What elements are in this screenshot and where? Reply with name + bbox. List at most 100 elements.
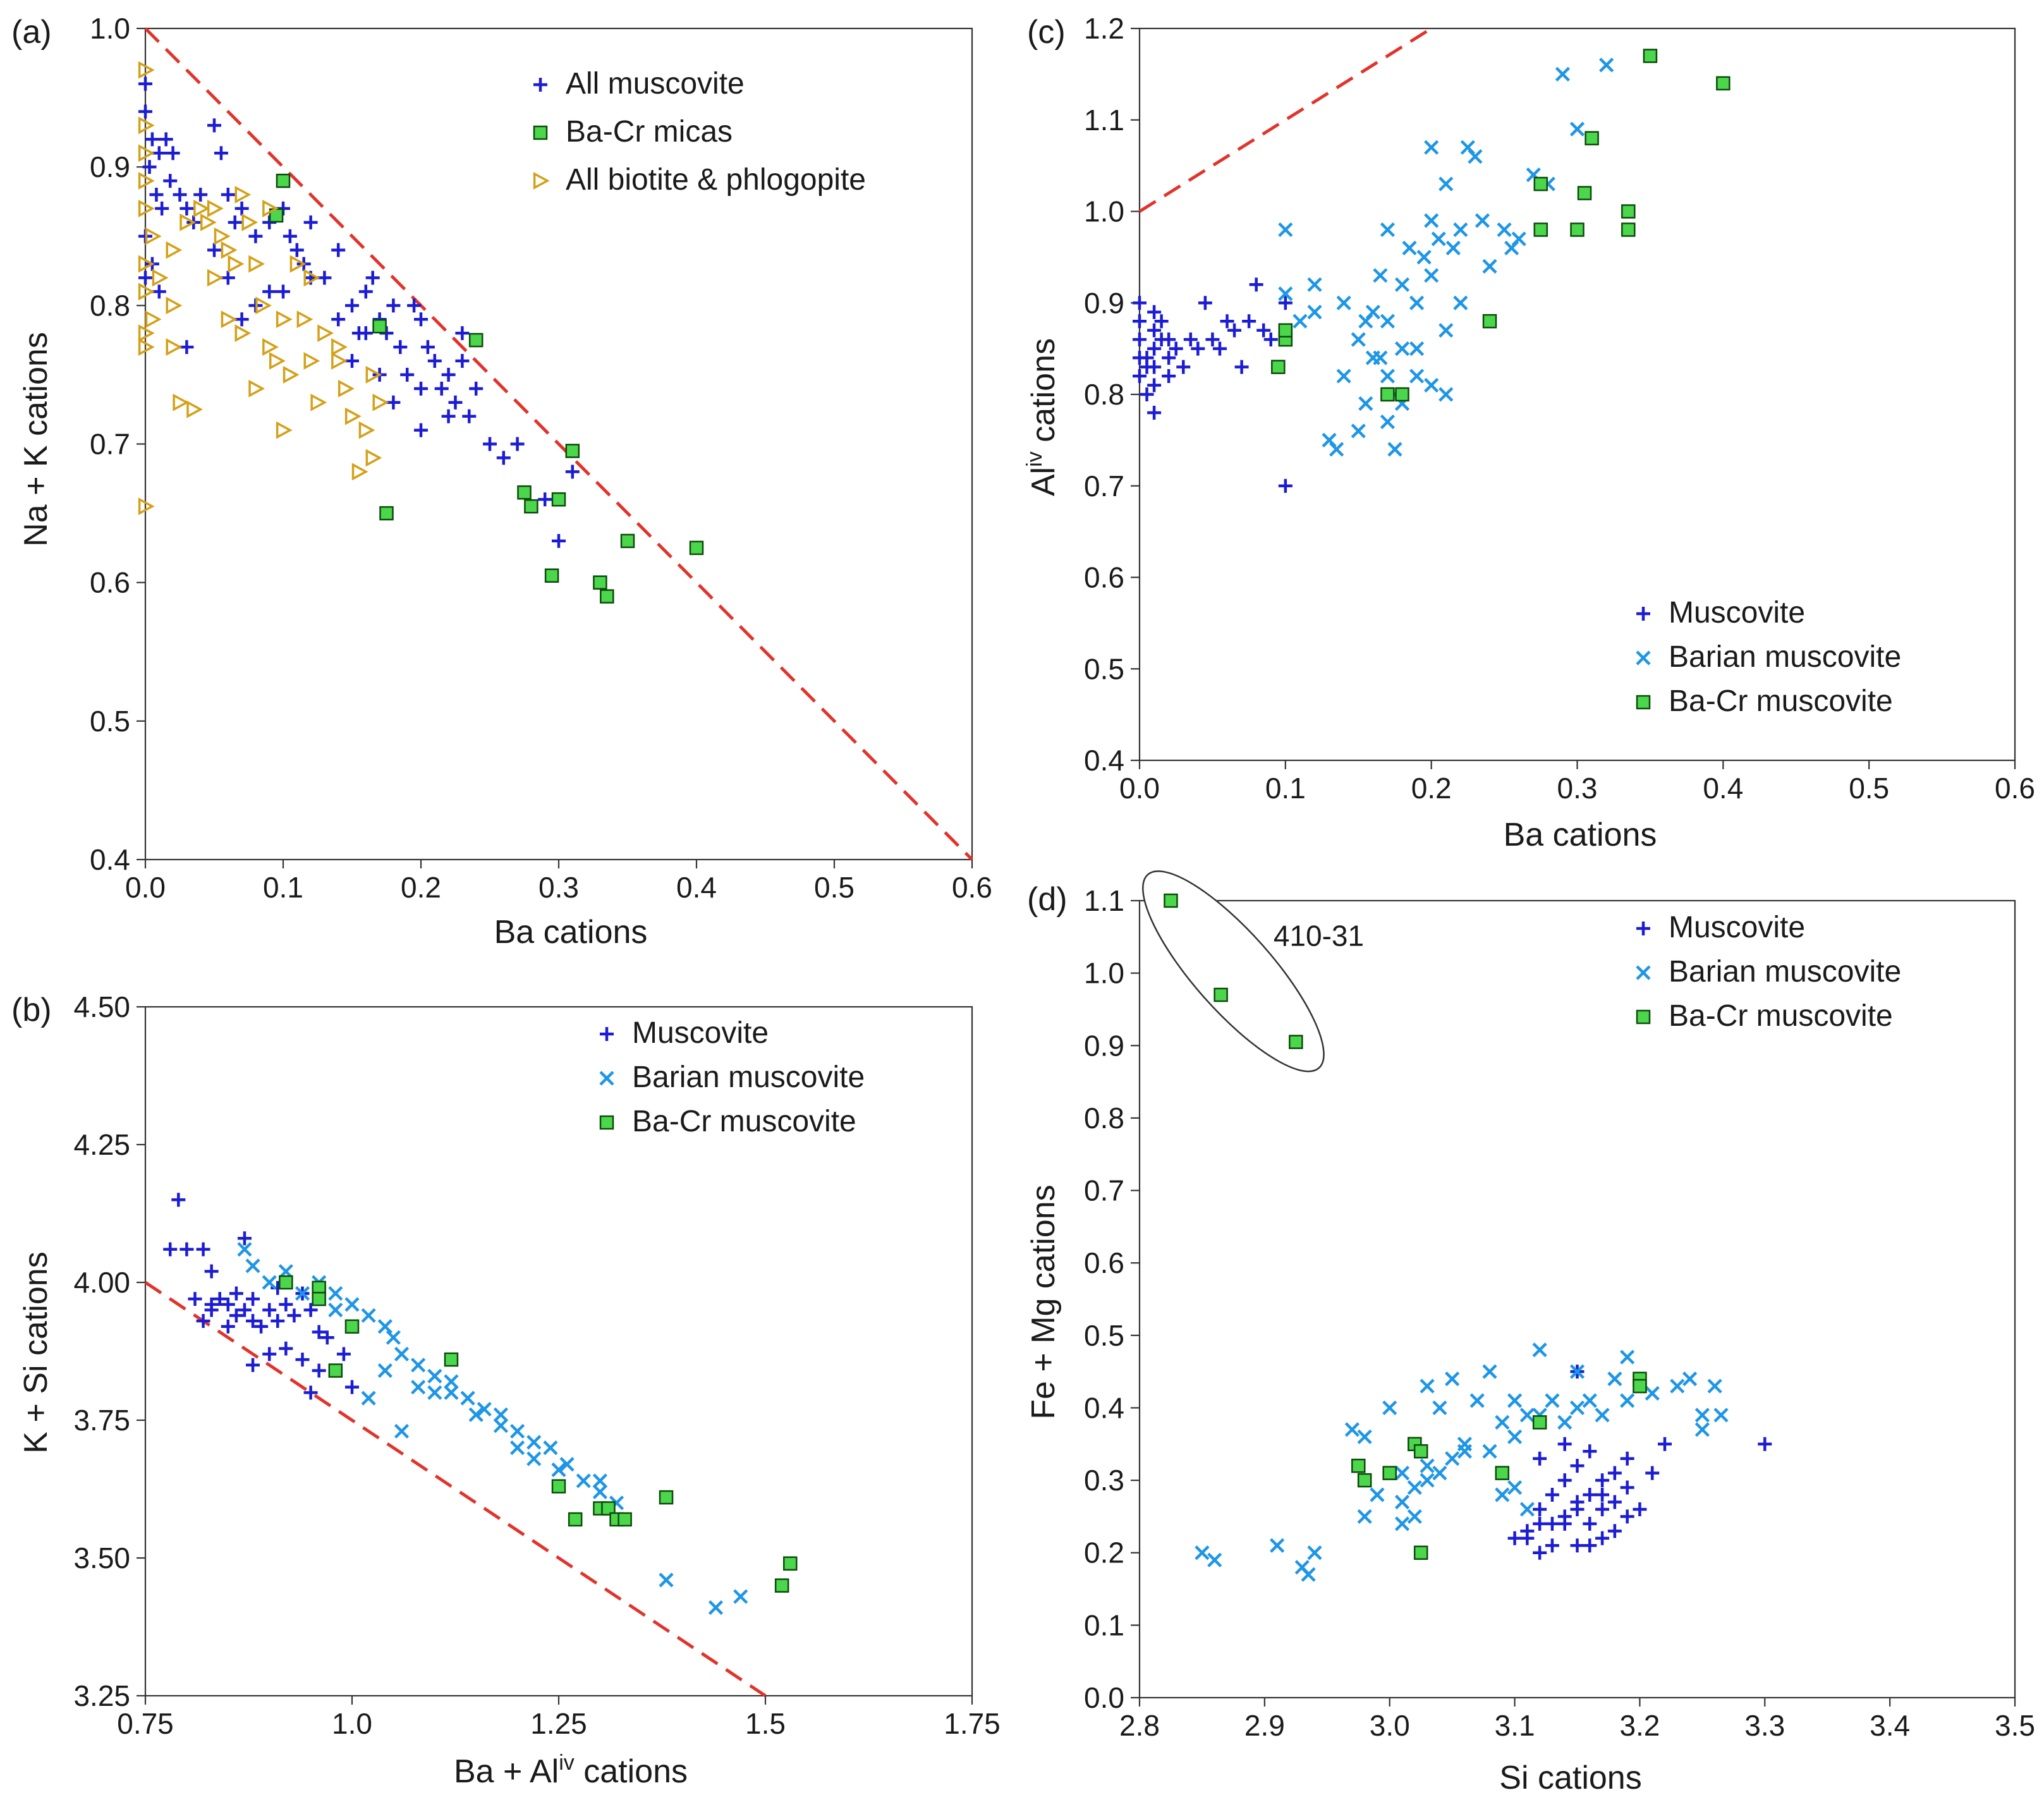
data-point — [1533, 1545, 1547, 1560]
data-point — [1620, 1451, 1634, 1466]
data-point — [262, 338, 279, 356]
data-point — [1162, 351, 1176, 365]
data-point — [246, 1314, 260, 1329]
data-point — [166, 338, 183, 356]
data-point — [551, 492, 566, 507]
data-point — [1643, 49, 1658, 63]
data-point — [312, 1291, 326, 1306]
series-ba-cr-muscovite — [1164, 893, 1647, 1560]
x-tick-label: 0.3 — [1557, 772, 1598, 805]
data-point — [1445, 1372, 1460, 1387]
data-point — [592, 1473, 607, 1488]
data-point — [1351, 423, 1366, 439]
panel-d-x-axis-label: Si cations — [1499, 1760, 1641, 1796]
data-point — [1557, 1415, 1573, 1430]
panel-d-y-axis-label: Fe + Mg cations — [1025, 1184, 1062, 1419]
data-point — [1607, 1495, 1622, 1509]
data-point — [1409, 341, 1425, 356]
y-tick-label: 0.8 — [1084, 1102, 1124, 1135]
data-point — [145, 132, 159, 147]
data-point — [303, 1385, 318, 1400]
data-point — [576, 1473, 591, 1488]
legend-marker — [1636, 695, 1651, 710]
data-point — [336, 1347, 351, 1361]
data-point — [338, 379, 355, 398]
data-point — [221, 188, 235, 202]
data-point — [1457, 1444, 1473, 1459]
data-point — [1607, 1466, 1622, 1480]
data-point — [1164, 893, 1178, 908]
data-point — [782, 1556, 798, 1571]
data-point — [1420, 1458, 1435, 1473]
y-tick-label: 0.4 — [90, 843, 130, 876]
data-point — [441, 409, 456, 423]
panel-a-label: (a) — [11, 14, 52, 51]
data-point — [310, 393, 327, 411]
y-tick-label: 4.00 — [73, 1266, 130, 1299]
data-point — [1424, 140, 1439, 155]
data-point — [188, 1292, 202, 1306]
data-point — [427, 354, 442, 368]
data-point — [179, 201, 194, 216]
data-point — [414, 381, 428, 396]
series-ba-cr-muscovite — [1271, 49, 1731, 402]
data-point — [283, 229, 297, 243]
x-tick-label: 1.75 — [944, 1707, 1001, 1740]
data-point — [207, 118, 221, 133]
x-tick-label: 3.1 — [1495, 1709, 1535, 1742]
data-point — [1519, 1408, 1535, 1423]
data-point — [173, 393, 190, 411]
y-tick-label: 0.8 — [1084, 378, 1124, 411]
x-tick-label: 0.5 — [1849, 772, 1889, 805]
y-tick-label: 0.7 — [1084, 1174, 1124, 1207]
data-point — [149, 188, 164, 202]
data-point — [1707, 1378, 1722, 1394]
data-point — [496, 451, 511, 465]
data-point — [708, 1600, 724, 1615]
data-point — [1439, 387, 1454, 402]
data-point — [276, 421, 293, 439]
y-tick-label: 1.2 — [1084, 12, 1124, 45]
data-point — [1533, 1502, 1547, 1516]
data-point — [386, 1330, 401, 1345]
data-point — [469, 381, 484, 396]
data-point — [544, 568, 559, 583]
panel-a-x-axis-label: Ba cations — [494, 914, 648, 951]
data-point — [1205, 332, 1220, 347]
panel-d: (d) Si cations Fe + Mg cations 2.8 2.9 3.0… — [1025, 870, 2035, 1796]
data-point — [1407, 1509, 1422, 1524]
y-tick-label: 0.6 — [1084, 561, 1124, 594]
data-point — [1658, 1437, 1672, 1451]
data-point — [1278, 478, 1293, 493]
y-tick-label: 0.5 — [1084, 1319, 1124, 1352]
data-point — [1583, 1516, 1597, 1531]
data-point — [1169, 341, 1183, 356]
data-point — [774, 1578, 789, 1593]
data-point — [1227, 323, 1242, 338]
data-point — [138, 338, 155, 356]
data-point — [1533, 176, 1548, 192]
data-point — [493, 1418, 509, 1433]
data-point — [186, 400, 203, 418]
data-point — [365, 271, 380, 285]
data-point — [1621, 204, 1636, 219]
data-point — [1432, 1466, 1447, 1481]
x-tick-label: 0.0 — [1119, 772, 1160, 805]
data-point — [245, 1258, 260, 1274]
data-point — [1607, 1524, 1622, 1538]
data-point — [1453, 222, 1468, 238]
x-tick-label: 0.1 — [263, 871, 303, 904]
data-point — [1301, 1567, 1316, 1582]
data-point — [1424, 377, 1439, 393]
x-tick-label: 0.1 — [1265, 772, 1306, 805]
legend-label: Ba-Cr muscovite — [1669, 684, 1893, 718]
data-point — [166, 146, 180, 161]
data-point — [145, 227, 162, 245]
x-tick-label: 1.0 — [332, 1707, 372, 1740]
legend-marker — [1636, 1009, 1651, 1025]
series-muscovite — [1133, 277, 1293, 493]
data-point — [1670, 1378, 1685, 1394]
data-point — [262, 199, 279, 217]
data-point — [1570, 1502, 1585, 1516]
annotation-410-31: 410-31 — [1274, 919, 1364, 952]
